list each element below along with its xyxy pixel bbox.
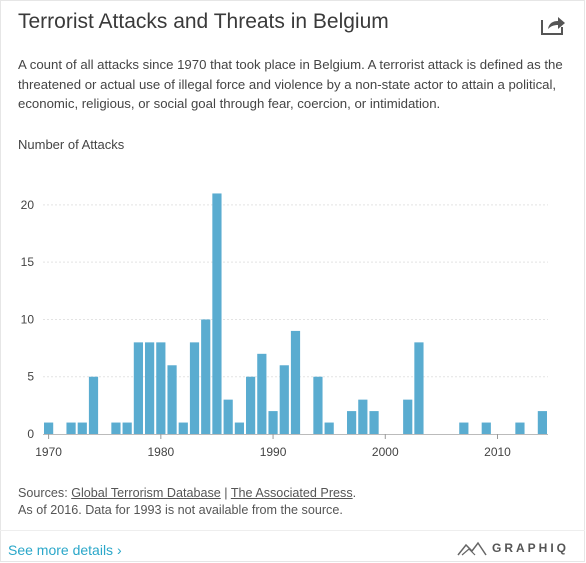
bar-1992[interactable] [290,330,301,434]
bar-1983[interactable] [189,342,200,434]
bar-1986[interactable] [223,399,233,434]
share-icon[interactable] [540,14,566,36]
bar-1979[interactable] [145,342,155,434]
bar-1987[interactable] [234,422,244,434]
bar-1973[interactable] [77,422,87,434]
graphiq-logo-icon [457,541,487,556]
chart-description: A count of all attacks since 1970 that t… [18,57,563,111]
bar-1988[interactable] [246,376,256,434]
chart-title: Terrorist Attacks and Threats in Belgium [18,10,389,33]
sources-suffix: . [352,486,357,500]
y-tick-label: 10 [21,312,35,326]
footer-divider [0,530,585,531]
sources-separator: | [220,486,231,500]
bar-1998[interactable] [358,399,368,434]
bar-1970[interactable] [44,422,54,434]
y-tick-label: 0 [27,427,34,441]
bar-1985[interactable] [212,193,222,434]
y-axis-label: Number of Attacks [18,137,125,152]
bar-1999[interactable] [369,411,379,434]
bar-1994[interactable] [313,376,323,434]
bar-1982[interactable] [178,422,188,434]
bar-2012[interactable] [515,422,525,434]
bar-2002[interactable] [403,399,413,434]
y-tick-label: 5 [27,370,34,384]
x-tick-label: 1980 [147,445,174,459]
bar-2009[interactable] [481,422,491,434]
source-link-ap[interactable]: The Associated Press [230,486,353,500]
bar-1972[interactable] [66,422,76,434]
graphiq-brand-text: GRAPHIQ [492,541,570,555]
bar-1991[interactable] [279,365,289,434]
bar-1997[interactable] [347,411,357,434]
x-tick-label: 1990 [260,445,287,459]
bar-1995[interactable] [324,422,334,434]
bar-1978[interactable] [133,342,143,434]
y-tick-label: 15 [21,255,35,269]
bar-2003[interactable] [414,342,424,434]
sources-note: As of 2016. Data for 1993 is not availab… [18,503,343,517]
bar-1981[interactable] [167,365,177,434]
bar-1980[interactable] [156,342,166,434]
bar-1984[interactable] [201,319,211,434]
source-link-gtd[interactable]: Global Terrorism Database [71,486,221,500]
x-tick-label: 2010 [484,445,511,459]
sources-block: Sources: Global Terrorism Database | The… [18,485,356,519]
bar-1974[interactable] [88,376,99,434]
y-tick-label: 20 [21,198,35,212]
bar-1977[interactable] [122,422,132,434]
bar-2014[interactable] [537,411,547,434]
sources-prefix: Sources: [18,486,72,500]
x-tick-label: 2000 [372,445,399,459]
x-tick-label: 1970 [35,445,62,459]
bar-chart: 0 5 10 15 20 1970 1980 1990 2000 2010 [21,193,548,459]
bar-2007[interactable] [459,422,469,434]
bar-1989[interactable] [257,353,267,434]
bar-1976[interactable] [111,422,121,434]
see-more-details-link[interactable]: See more details › [8,542,122,558]
bar-1990[interactable] [268,411,278,434]
